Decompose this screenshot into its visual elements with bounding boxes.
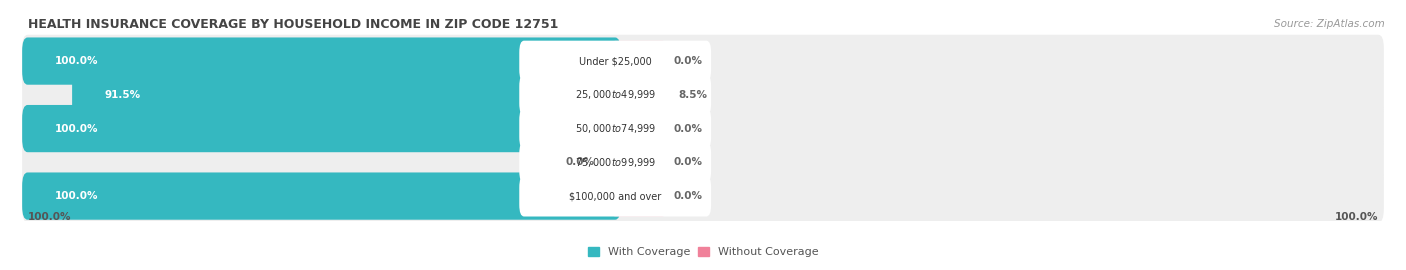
Text: HEALTH INSURANCE COVERAGE BY HOUSEHOLD INCOME IN ZIP CODE 12751: HEALTH INSURANCE COVERAGE BY HOUSEHOLD I… xyxy=(28,18,558,31)
FancyBboxPatch shape xyxy=(22,102,1384,155)
FancyBboxPatch shape xyxy=(571,142,619,183)
Text: 100.0%: 100.0% xyxy=(55,191,98,201)
FancyBboxPatch shape xyxy=(612,142,666,183)
FancyBboxPatch shape xyxy=(519,75,711,115)
FancyBboxPatch shape xyxy=(612,41,666,81)
FancyBboxPatch shape xyxy=(22,35,1384,87)
FancyBboxPatch shape xyxy=(612,108,666,149)
FancyBboxPatch shape xyxy=(22,136,1384,189)
Text: 100.0%: 100.0% xyxy=(1334,212,1378,222)
Text: 100.0%: 100.0% xyxy=(55,56,98,66)
Text: 8.5%: 8.5% xyxy=(679,90,707,100)
Text: 100.0%: 100.0% xyxy=(28,212,72,222)
FancyBboxPatch shape xyxy=(519,142,711,183)
Text: 0.0%: 0.0% xyxy=(673,124,702,134)
Text: 100.0%: 100.0% xyxy=(55,124,98,134)
FancyBboxPatch shape xyxy=(72,71,620,119)
Text: 0.0%: 0.0% xyxy=(673,56,702,66)
FancyBboxPatch shape xyxy=(22,170,1384,222)
FancyBboxPatch shape xyxy=(610,71,671,119)
FancyBboxPatch shape xyxy=(22,38,620,85)
Text: 0.0%: 0.0% xyxy=(567,157,595,167)
Text: $75,000 to $99,999: $75,000 to $99,999 xyxy=(575,156,655,169)
Text: $25,000 to $49,999: $25,000 to $49,999 xyxy=(575,88,655,101)
Legend: With Coverage, Without Coverage: With Coverage, Without Coverage xyxy=(588,247,818,257)
FancyBboxPatch shape xyxy=(519,176,711,217)
FancyBboxPatch shape xyxy=(22,69,1384,121)
Text: Source: ZipAtlas.com: Source: ZipAtlas.com xyxy=(1274,19,1385,29)
FancyBboxPatch shape xyxy=(22,173,620,220)
Text: 0.0%: 0.0% xyxy=(673,157,702,167)
Text: $50,000 to $74,999: $50,000 to $74,999 xyxy=(575,122,655,135)
Text: 91.5%: 91.5% xyxy=(104,90,141,100)
Text: 0.0%: 0.0% xyxy=(673,191,702,201)
FancyBboxPatch shape xyxy=(22,105,620,152)
FancyBboxPatch shape xyxy=(519,41,711,82)
FancyBboxPatch shape xyxy=(612,176,666,216)
FancyBboxPatch shape xyxy=(519,108,711,149)
Text: $100,000 and over: $100,000 and over xyxy=(569,191,661,201)
Text: Under $25,000: Under $25,000 xyxy=(579,56,651,66)
